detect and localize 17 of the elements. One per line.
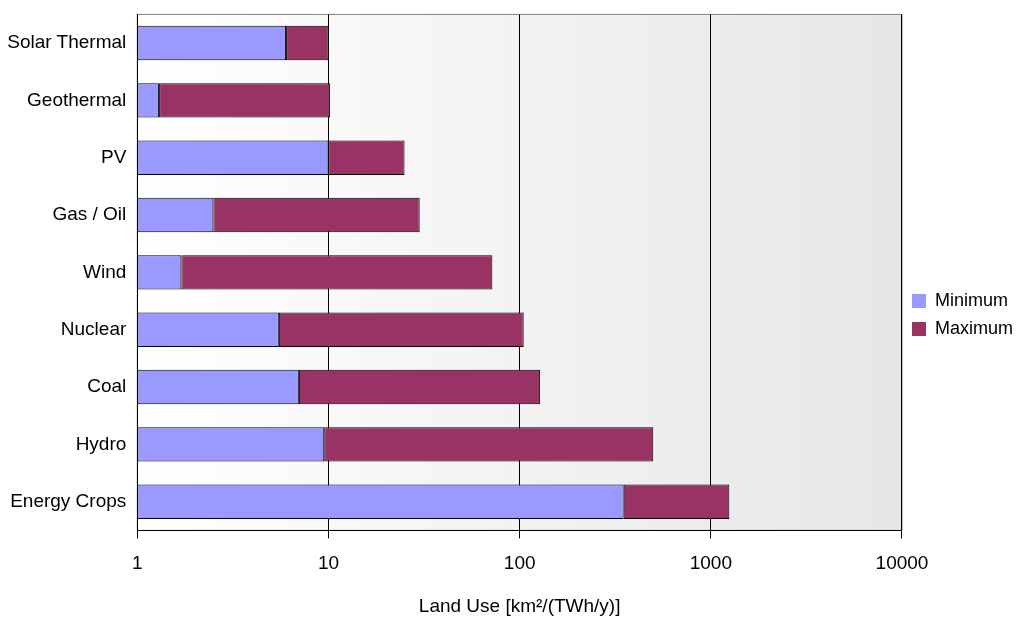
x-tick-label: 10 [317,552,340,574]
x-axis-title: Land Use [km²/(TWh/y)] [418,594,621,616]
legend-label: Maximum [935,317,1014,338]
y-tick-label: Hydro [75,432,127,454]
y-tick-label: Gas / Oil [52,203,127,225]
y-tick-label: PV [100,145,127,167]
y-tick-label: Nuclear [60,317,127,339]
y-tick-label: Coal [87,375,127,397]
x-tick-label: 100 [503,552,536,574]
x-tick-label: 1 [132,552,143,574]
x-tick-label: 10000 [875,552,929,574]
legend-label: Minimum [935,289,1009,310]
x-tick-label: 1000 [689,552,732,574]
y-tick-label: Geothermal [27,88,127,110]
y-tick-label: Energy Crops [10,489,127,511]
y-tick-label: Wind [83,260,127,282]
y-tick-label: Solar Thermal [7,31,127,53]
